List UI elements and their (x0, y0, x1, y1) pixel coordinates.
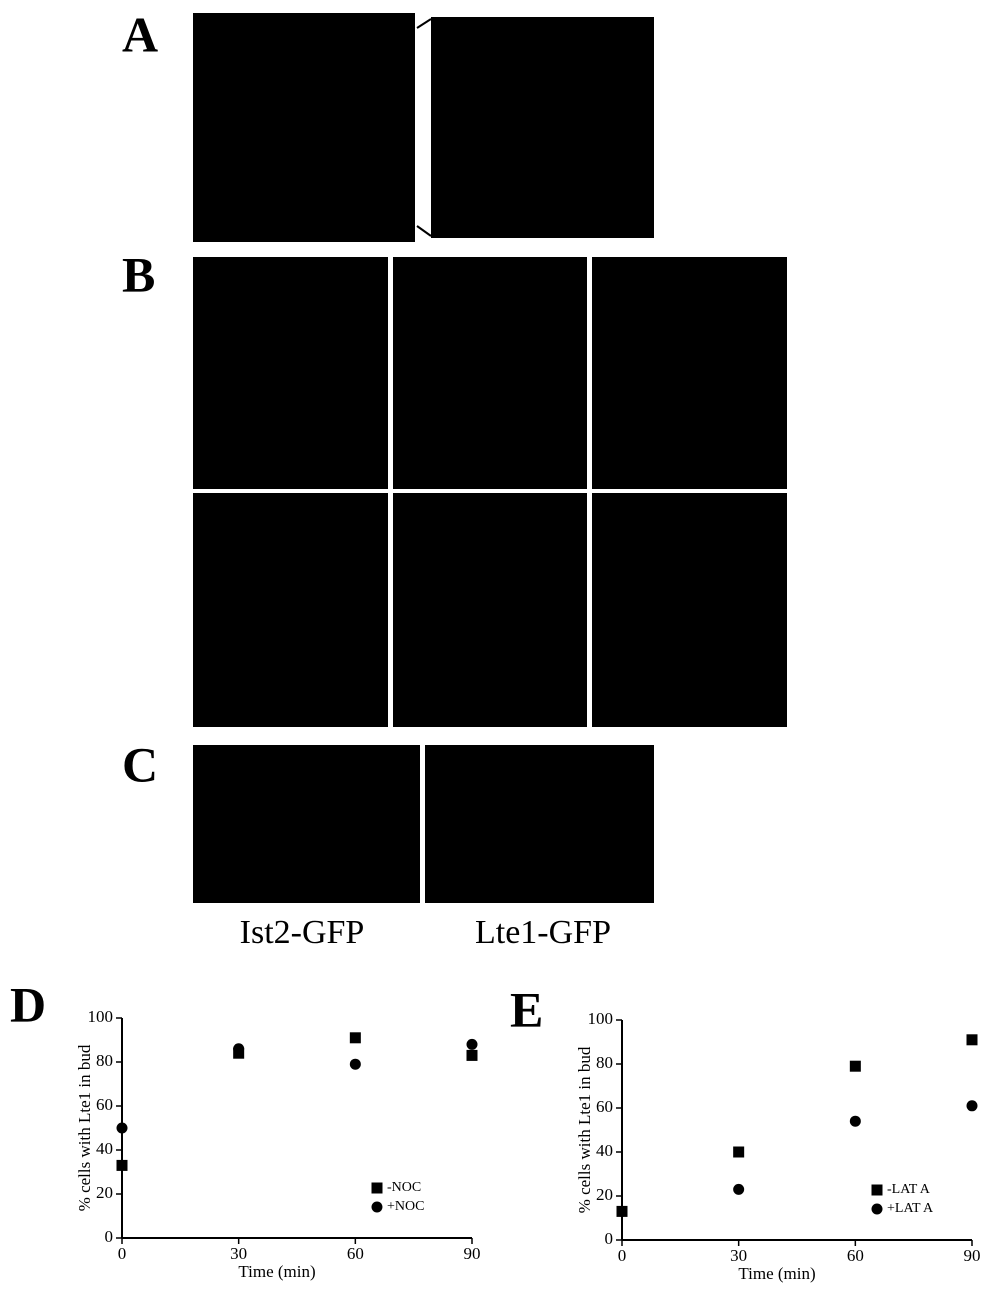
legend-marker (871, 1203, 883, 1215)
point (849, 1115, 861, 1127)
x-tick-label: 90 (464, 1244, 481, 1263)
image (193, 13, 415, 242)
point (349, 1058, 361, 1070)
legend-label: -NOC (387, 1180, 421, 1195)
y-axis-label: % cells with Lte1 in bud (75, 1044, 94, 1211)
image (425, 745, 654, 903)
panel-label: D (10, 976, 46, 1032)
point (233, 1043, 245, 1055)
x-tick-label: 30 (730, 1246, 747, 1265)
y-tick-label: 0 (105, 1227, 114, 1246)
y-tick-label: 0 (605, 1229, 614, 1248)
y-tick-label: 60 (96, 1095, 113, 1114)
x-tick-label: 60 (347, 1244, 364, 1263)
point (616, 1205, 628, 1217)
bracket (416, 225, 432, 237)
point (966, 1034, 978, 1046)
image (393, 493, 587, 727)
legend-marker (871, 1184, 883, 1196)
x-tick-label: 0 (118, 1244, 127, 1263)
legend-label: -LAT A (887, 1182, 931, 1197)
caption: Lte1-GFP (475, 914, 611, 951)
x-tick-label: 60 (847, 1246, 864, 1265)
image (193, 745, 420, 903)
y-tick-label: 80 (96, 1051, 113, 1070)
image (592, 257, 787, 489)
y-tick-label: 100 (588, 1009, 614, 1028)
legend-label: +NOC (387, 1199, 424, 1214)
y-tick-label: 20 (596, 1185, 613, 1204)
panel-label: C (122, 736, 158, 792)
point (966, 1100, 978, 1112)
x-axis-label: Time (min) (738, 1264, 815, 1283)
image (193, 493, 388, 727)
y-axis-label: % cells with Lte1 in bud (575, 1046, 594, 1213)
legend-marker (371, 1201, 383, 1213)
y-tick-label: 20 (96, 1183, 113, 1202)
point (466, 1038, 478, 1050)
x-tick-label: 30 (230, 1244, 247, 1263)
image (393, 257, 587, 489)
y-tick-label: 40 (96, 1139, 113, 1158)
y-tick-label: 80 (596, 1053, 613, 1072)
y-tick-label: 60 (596, 1097, 613, 1116)
point (733, 1146, 745, 1158)
point (733, 1183, 745, 1195)
y-tick-label: 100 (88, 1007, 114, 1026)
x-tick-label: 0 (618, 1246, 627, 1265)
point (116, 1122, 128, 1134)
y-tick-label: 40 (596, 1141, 613, 1160)
image (193, 257, 388, 489)
legend-label: +LAT A (887, 1201, 934, 1216)
panel-label: A (122, 6, 158, 62)
image (592, 493, 787, 727)
panel-label: B (122, 246, 155, 302)
x-tick-label: 90 (964, 1246, 981, 1265)
point (349, 1032, 361, 1044)
x-axis-label: Time (min) (238, 1262, 315, 1281)
panel-label: E (510, 981, 543, 1037)
bracket (416, 18, 432, 29)
point (849, 1060, 861, 1072)
caption: Ist2-GFP (240, 914, 365, 951)
legend-marker (371, 1182, 383, 1194)
point (116, 1159, 128, 1171)
image (431, 17, 654, 238)
point (466, 1049, 478, 1061)
